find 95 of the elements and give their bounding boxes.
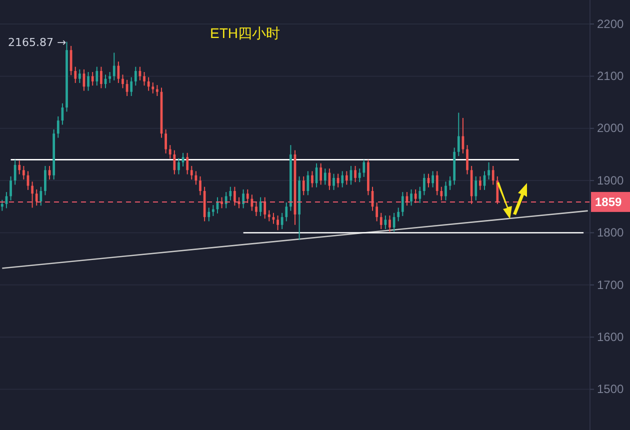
candlestick <box>306 170 310 196</box>
candlestick <box>108 72 111 84</box>
y-tick-label: 2000 <box>597 121 624 136</box>
candlestick <box>0 199 4 212</box>
candlestick <box>311 170 314 188</box>
candlestick <box>100 66 102 89</box>
candlestick <box>423 173 426 196</box>
candlestick <box>35 188 38 206</box>
ref-line-label: 1859 <box>595 194 622 209</box>
candlestick <box>173 150 176 175</box>
candlestick <box>384 215 387 230</box>
y-tick-label: 1600 <box>597 330 624 344</box>
candlestick <box>190 165 193 180</box>
candlestick <box>40 186 42 206</box>
candlestick <box>397 207 400 222</box>
y-tick-label: 2200 <box>597 16 624 31</box>
candlestick <box>436 170 438 196</box>
candlestick <box>208 207 210 222</box>
candlestick <box>178 158 180 175</box>
y-tick-label: 1700 <box>597 278 624 292</box>
candlestick <box>147 76 150 92</box>
candlestick <box>268 210 270 222</box>
candlestick <box>324 168 326 186</box>
candlestick <box>31 181 34 208</box>
candlestick <box>345 170 348 186</box>
y-tick-label: 1500 <box>597 382 624 396</box>
candlestick <box>448 176 452 190</box>
candlestick <box>444 181 447 201</box>
candlestick <box>276 215 279 231</box>
candlestick <box>234 186 236 206</box>
annotation: 2165.87 → <box>8 36 66 49</box>
candlestick <box>74 66 77 84</box>
candlestick <box>341 170 344 188</box>
candlestick <box>199 176 202 196</box>
candlestick <box>48 165 51 180</box>
candlestick <box>246 188 249 204</box>
candlestick <box>164 128 167 154</box>
candlestick <box>336 173 340 188</box>
candlestick <box>78 68 81 84</box>
candlestick <box>410 188 412 206</box>
candlestick <box>285 202 288 222</box>
candlestick <box>96 66 98 86</box>
candlestick <box>401 192 404 217</box>
candlestick <box>302 176 305 196</box>
candlestick <box>56 116 60 138</box>
candlestick <box>376 202 378 222</box>
candlestick <box>358 168 361 183</box>
candlestick <box>186 152 189 175</box>
candlestick <box>418 186 422 204</box>
candlestick <box>242 188 245 209</box>
candlestick <box>466 144 468 175</box>
candlestick <box>255 202 258 217</box>
text: ETH四小时 <box>210 25 280 41</box>
candlestick <box>496 176 499 205</box>
candlestick <box>320 162 322 186</box>
candlestick <box>91 72 94 86</box>
candlestick <box>18 160 21 175</box>
candlestick <box>432 170 434 188</box>
candlestick <box>280 212 284 230</box>
candlestick <box>143 72 146 86</box>
candlestick <box>406 192 408 206</box>
candlestick <box>388 215 391 232</box>
candlestick <box>156 84 158 97</box>
candlestick <box>10 176 12 201</box>
candlestick <box>44 165 46 196</box>
y-tick-label: 1900 <box>597 173 624 188</box>
candlestick <box>479 176 482 190</box>
candlestick <box>488 162 490 180</box>
candlestick <box>457 112 460 157</box>
candlestick <box>212 204 214 217</box>
candlestick <box>440 186 443 201</box>
candlestick <box>122 74 124 89</box>
candlestick <box>354 165 356 183</box>
candlestick <box>264 196 266 220</box>
candlestick <box>14 159 16 186</box>
y-tick-label: 2100 <box>597 69 624 84</box>
candlestick <box>220 196 223 209</box>
candlestick <box>492 165 494 186</box>
y-tick-label: 1800 <box>597 226 624 240</box>
candlestick <box>22 165 25 180</box>
candlestick <box>224 192 228 209</box>
candlestick <box>152 82 154 94</box>
candlestick <box>474 176 478 201</box>
candlestick <box>362 159 366 178</box>
candlestick <box>332 173 335 190</box>
candlestick <box>168 144 172 160</box>
candlestick <box>117 61 120 84</box>
candlestick <box>130 76 133 97</box>
candlestick <box>414 188 417 204</box>
candlestick <box>182 152 184 167</box>
candlestick <box>134 66 137 86</box>
candlestick <box>87 72 90 92</box>
candlestick <box>229 186 232 201</box>
candlestick <box>112 52 116 81</box>
candlestick <box>380 212 382 230</box>
